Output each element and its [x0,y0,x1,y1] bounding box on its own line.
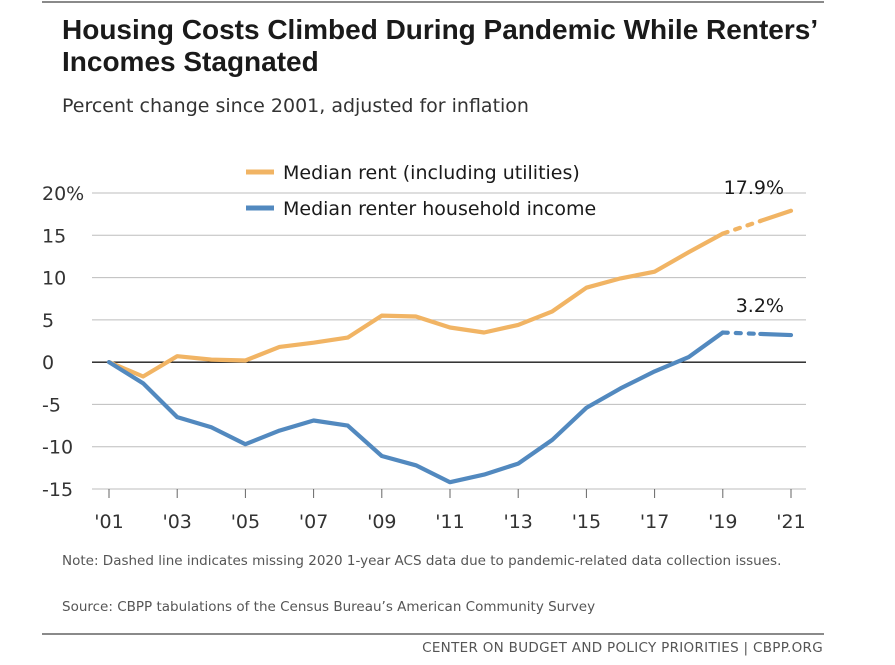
bottom-rule [42,633,824,635]
series-dashed-segment-2 [720,330,763,337]
x-tick-label: '03 [162,511,191,533]
legend-label-2: Median renter household income [283,198,596,220]
y-tick-label: -15 [42,479,73,501]
end-labels: 17.9% 3.2% [724,177,784,317]
y-tick-label: 15 [42,225,66,247]
legend: Median rent (including utilities) Median … [246,162,596,220]
series-lines [106,208,794,485]
y-tick-label: 20% [42,183,84,205]
x-tick-label: '09 [367,511,396,533]
y-tick-label: 5 [42,310,54,332]
y-tick-label: -10 [42,437,73,459]
x-tick-label: '01 [94,511,123,533]
legend-label-1: Median rent (including utilities) [283,162,580,184]
x-tick-label: '19 [708,511,737,533]
series-line-2 [106,330,725,485]
y-axis-ticks: 20% 15 10 5 0 -5 -10 -15 [42,183,84,501]
series-dashed-segment-1 [720,218,763,236]
y-tick-label: 10 [42,268,66,290]
top-rule [42,1,824,3]
x-tick-label: '15 [572,511,601,533]
y-tick-label: -5 [42,394,61,416]
series-end-segment-1 [758,208,794,224]
chart-subtitle: Percent change since 2001, adjusted for … [62,95,529,117]
footer-credit: CENTER ON BUDGET AND POLICY PRIORITIES |… [422,640,823,656]
chart-title: Housing Costs Climbed During Pandemic Wh… [62,14,817,77]
source-text: Source: CBPP tabulations of the Census B… [62,599,596,615]
x-tick-label: '05 [231,511,260,533]
x-tick-label: '07 [299,511,328,533]
y-tick-label: 0 [42,352,54,374]
series-end-segment-2 [758,331,794,338]
x-tick-label: '17 [640,511,669,533]
x-tick-label: '21 [776,511,805,533]
note-text: Note: Dashed line indicates missing 2020… [62,553,782,569]
x-tick-label: '11 [435,511,464,533]
x-tick-label: '13 [503,511,532,533]
x-axis-ticks: '01 '03 '05 '07 '09 '11 '13 '15 '17 '19 '21 [94,489,806,533]
series-line-1 [106,231,725,379]
gridlines [92,192,806,490]
end-value-label-2: 3.2% [736,295,784,317]
end-value-label-1: 17.9% [724,177,784,199]
